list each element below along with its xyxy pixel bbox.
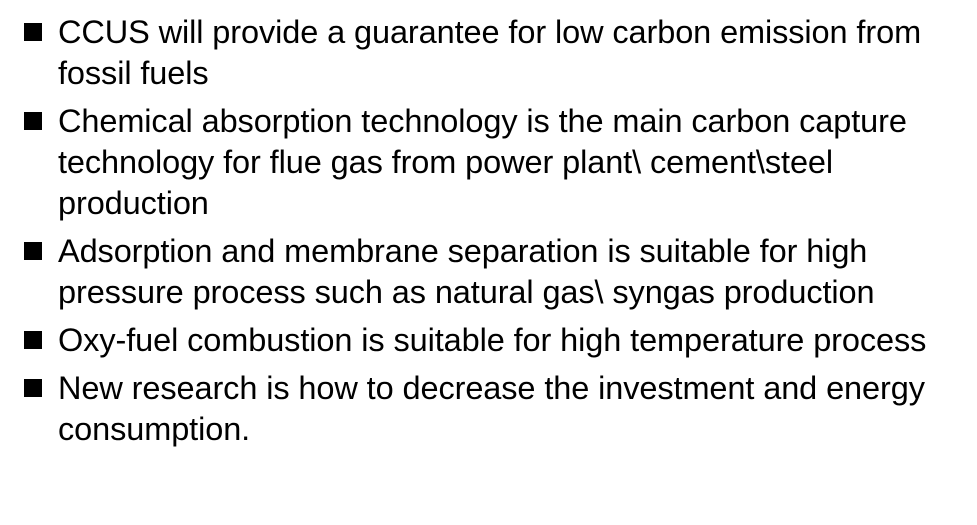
bullet-item: Adsorption and membrane separation is su… (22, 231, 972, 313)
square-bullet-icon (24, 331, 42, 349)
bullet-text: New research is how to decrease the inve… (58, 370, 925, 447)
bullet-text: Adsorption and membrane separation is su… (58, 233, 875, 310)
bullet-list: CCUS will provide a guarantee for low ca… (22, 12, 972, 457)
bullet-text: Oxy-fuel combustion is suitable for high… (58, 322, 927, 358)
bullet-item: Oxy-fuel combustion is suitable for high… (22, 320, 972, 361)
bullet-item: CCUS will provide a guarantee for low ca… (22, 12, 972, 94)
square-bullet-icon (24, 23, 42, 41)
bullet-text: CCUS will provide a guarantee for low ca… (58, 14, 922, 91)
square-bullet-icon (24, 242, 42, 260)
square-bullet-icon (24, 379, 42, 397)
bullet-item: Chemical absorption technology is the ma… (22, 101, 972, 224)
bullet-text: Chemical absorption technology is the ma… (58, 103, 907, 221)
square-bullet-icon (24, 112, 42, 130)
bullet-item: New research is how to decrease the inve… (22, 368, 972, 450)
